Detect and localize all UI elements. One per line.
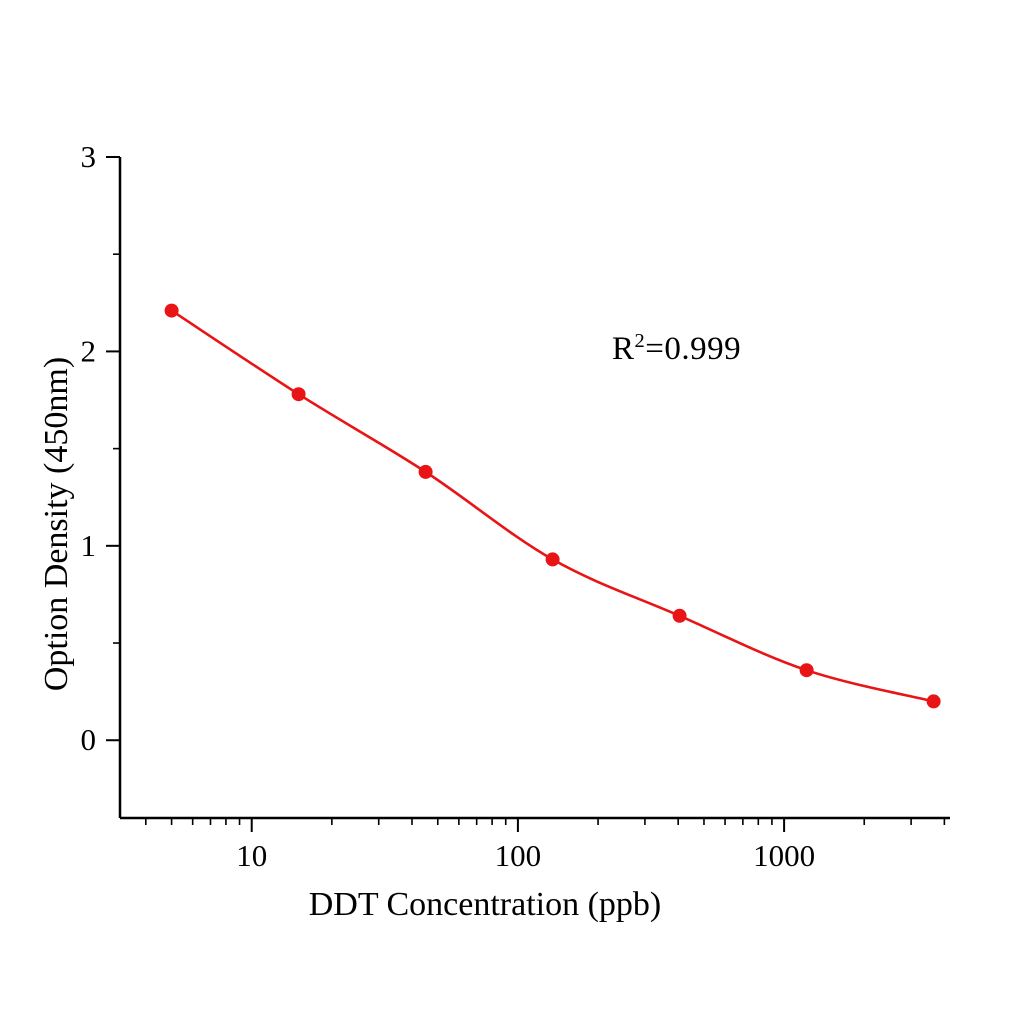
y-tick-label: 2 <box>81 333 97 368</box>
r-squared-exponent: 2 <box>634 330 646 352</box>
data-point <box>926 694 941 709</box>
curve-line <box>170 309 934 703</box>
r-squared-base: R <box>612 331 635 367</box>
x-tick-label: 1000 <box>753 838 815 873</box>
data-point <box>545 552 560 567</box>
data-point <box>291 387 306 402</box>
data-point <box>418 464 433 479</box>
data-point <box>672 608 687 623</box>
data-point <box>799 663 814 678</box>
x-axis-label: DDT Concentration (ppb) <box>308 886 662 923</box>
x-tick-label: 10 <box>236 838 267 873</box>
y-tick-label: 3 <box>81 139 97 174</box>
y-axis-label: Option Density (450nm) <box>38 356 75 692</box>
r-squared-annotation: R2=0.999 <box>612 330 741 368</box>
y-tick-label: 1 <box>81 528 97 563</box>
y-tick-label: 0 <box>81 722 97 757</box>
x-tick-label: 100 <box>495 838 542 873</box>
data-point <box>164 303 179 318</box>
r-squared-value: =0.999 <box>645 331 742 367</box>
